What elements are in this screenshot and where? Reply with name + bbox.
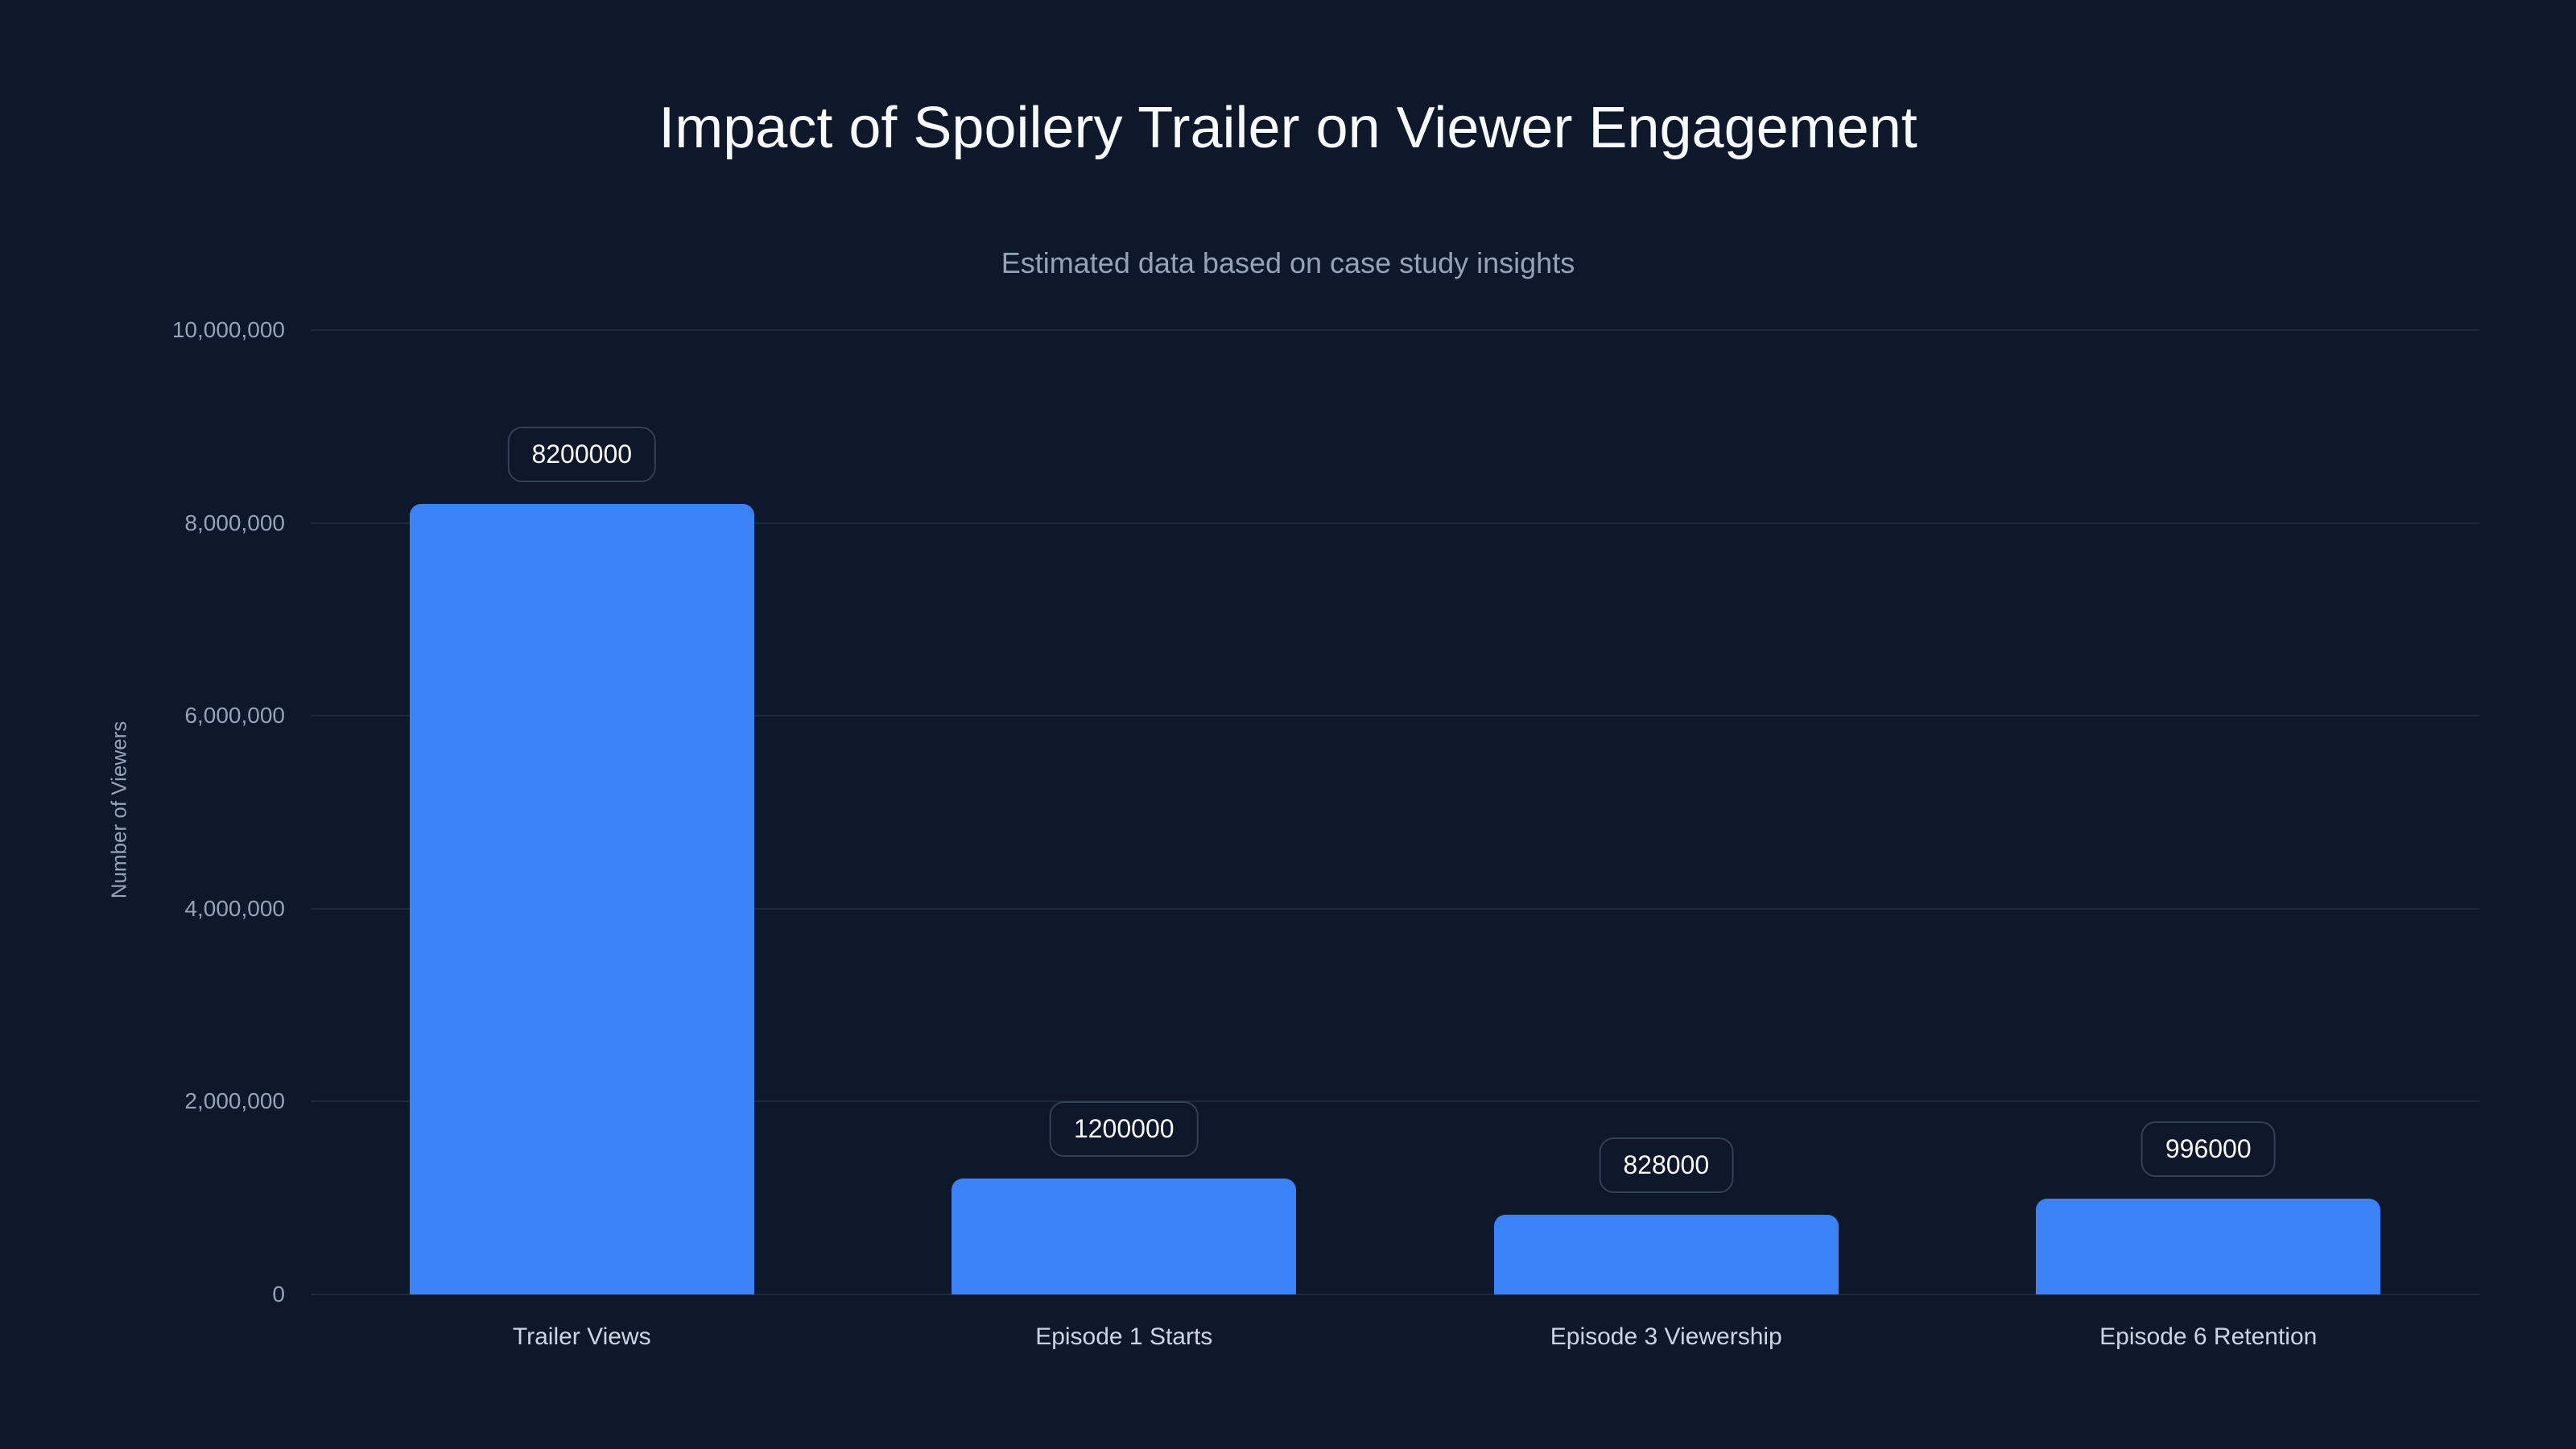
value-label: 828000 — [1599, 1137, 1734, 1193]
bar[interactable] — [2036, 1198, 2381, 1294]
value-label: 1200000 — [1049, 1101, 1199, 1158]
y-tick-label: 2,000,000 — [184, 1088, 285, 1114]
x-category-label: Trailer Views — [512, 1323, 651, 1350]
y-tick-label: 10,000,000 — [171, 317, 285, 342]
bar[interactable] — [952, 1179, 1297, 1294]
y-tick-label: 8,000,000 — [184, 510, 285, 535]
value-label: 8200000 — [507, 426, 657, 482]
gridline — [311, 907, 2479, 910]
bar[interactable] — [1493, 1214, 1839, 1294]
plot-area: 8200000 1200000 828000 996000 — [311, 329, 2479, 1295]
y-axis-label: Number of Viewers — [106, 720, 131, 899]
gridline — [311, 522, 2479, 524]
gridline — [311, 1100, 2479, 1103]
y-tick-label: 6,000,000 — [184, 703, 285, 729]
gridline — [311, 1294, 2479, 1295]
x-category-label: Episode 1 Starts — [1035, 1323, 1213, 1350]
value-label: 996000 — [2140, 1121, 2276, 1177]
x-category-label: Episode 6 Retention — [2099, 1323, 2318, 1350]
chart-title: Impact of Spoilery Trailer on Viewer Eng… — [658, 96, 1918, 160]
chart-subtitle: Estimated data based on case study insig… — [1001, 246, 1575, 279]
gridline — [311, 329, 2479, 331]
y-tick-label: 0 — [272, 1282, 285, 1307]
gridline — [311, 715, 2479, 717]
bar[interactable] — [409, 503, 754, 1294]
x-category-label: Episode 3 Viewership — [1550, 1323, 1782, 1350]
y-tick-label: 4,000,000 — [184, 895, 285, 921]
